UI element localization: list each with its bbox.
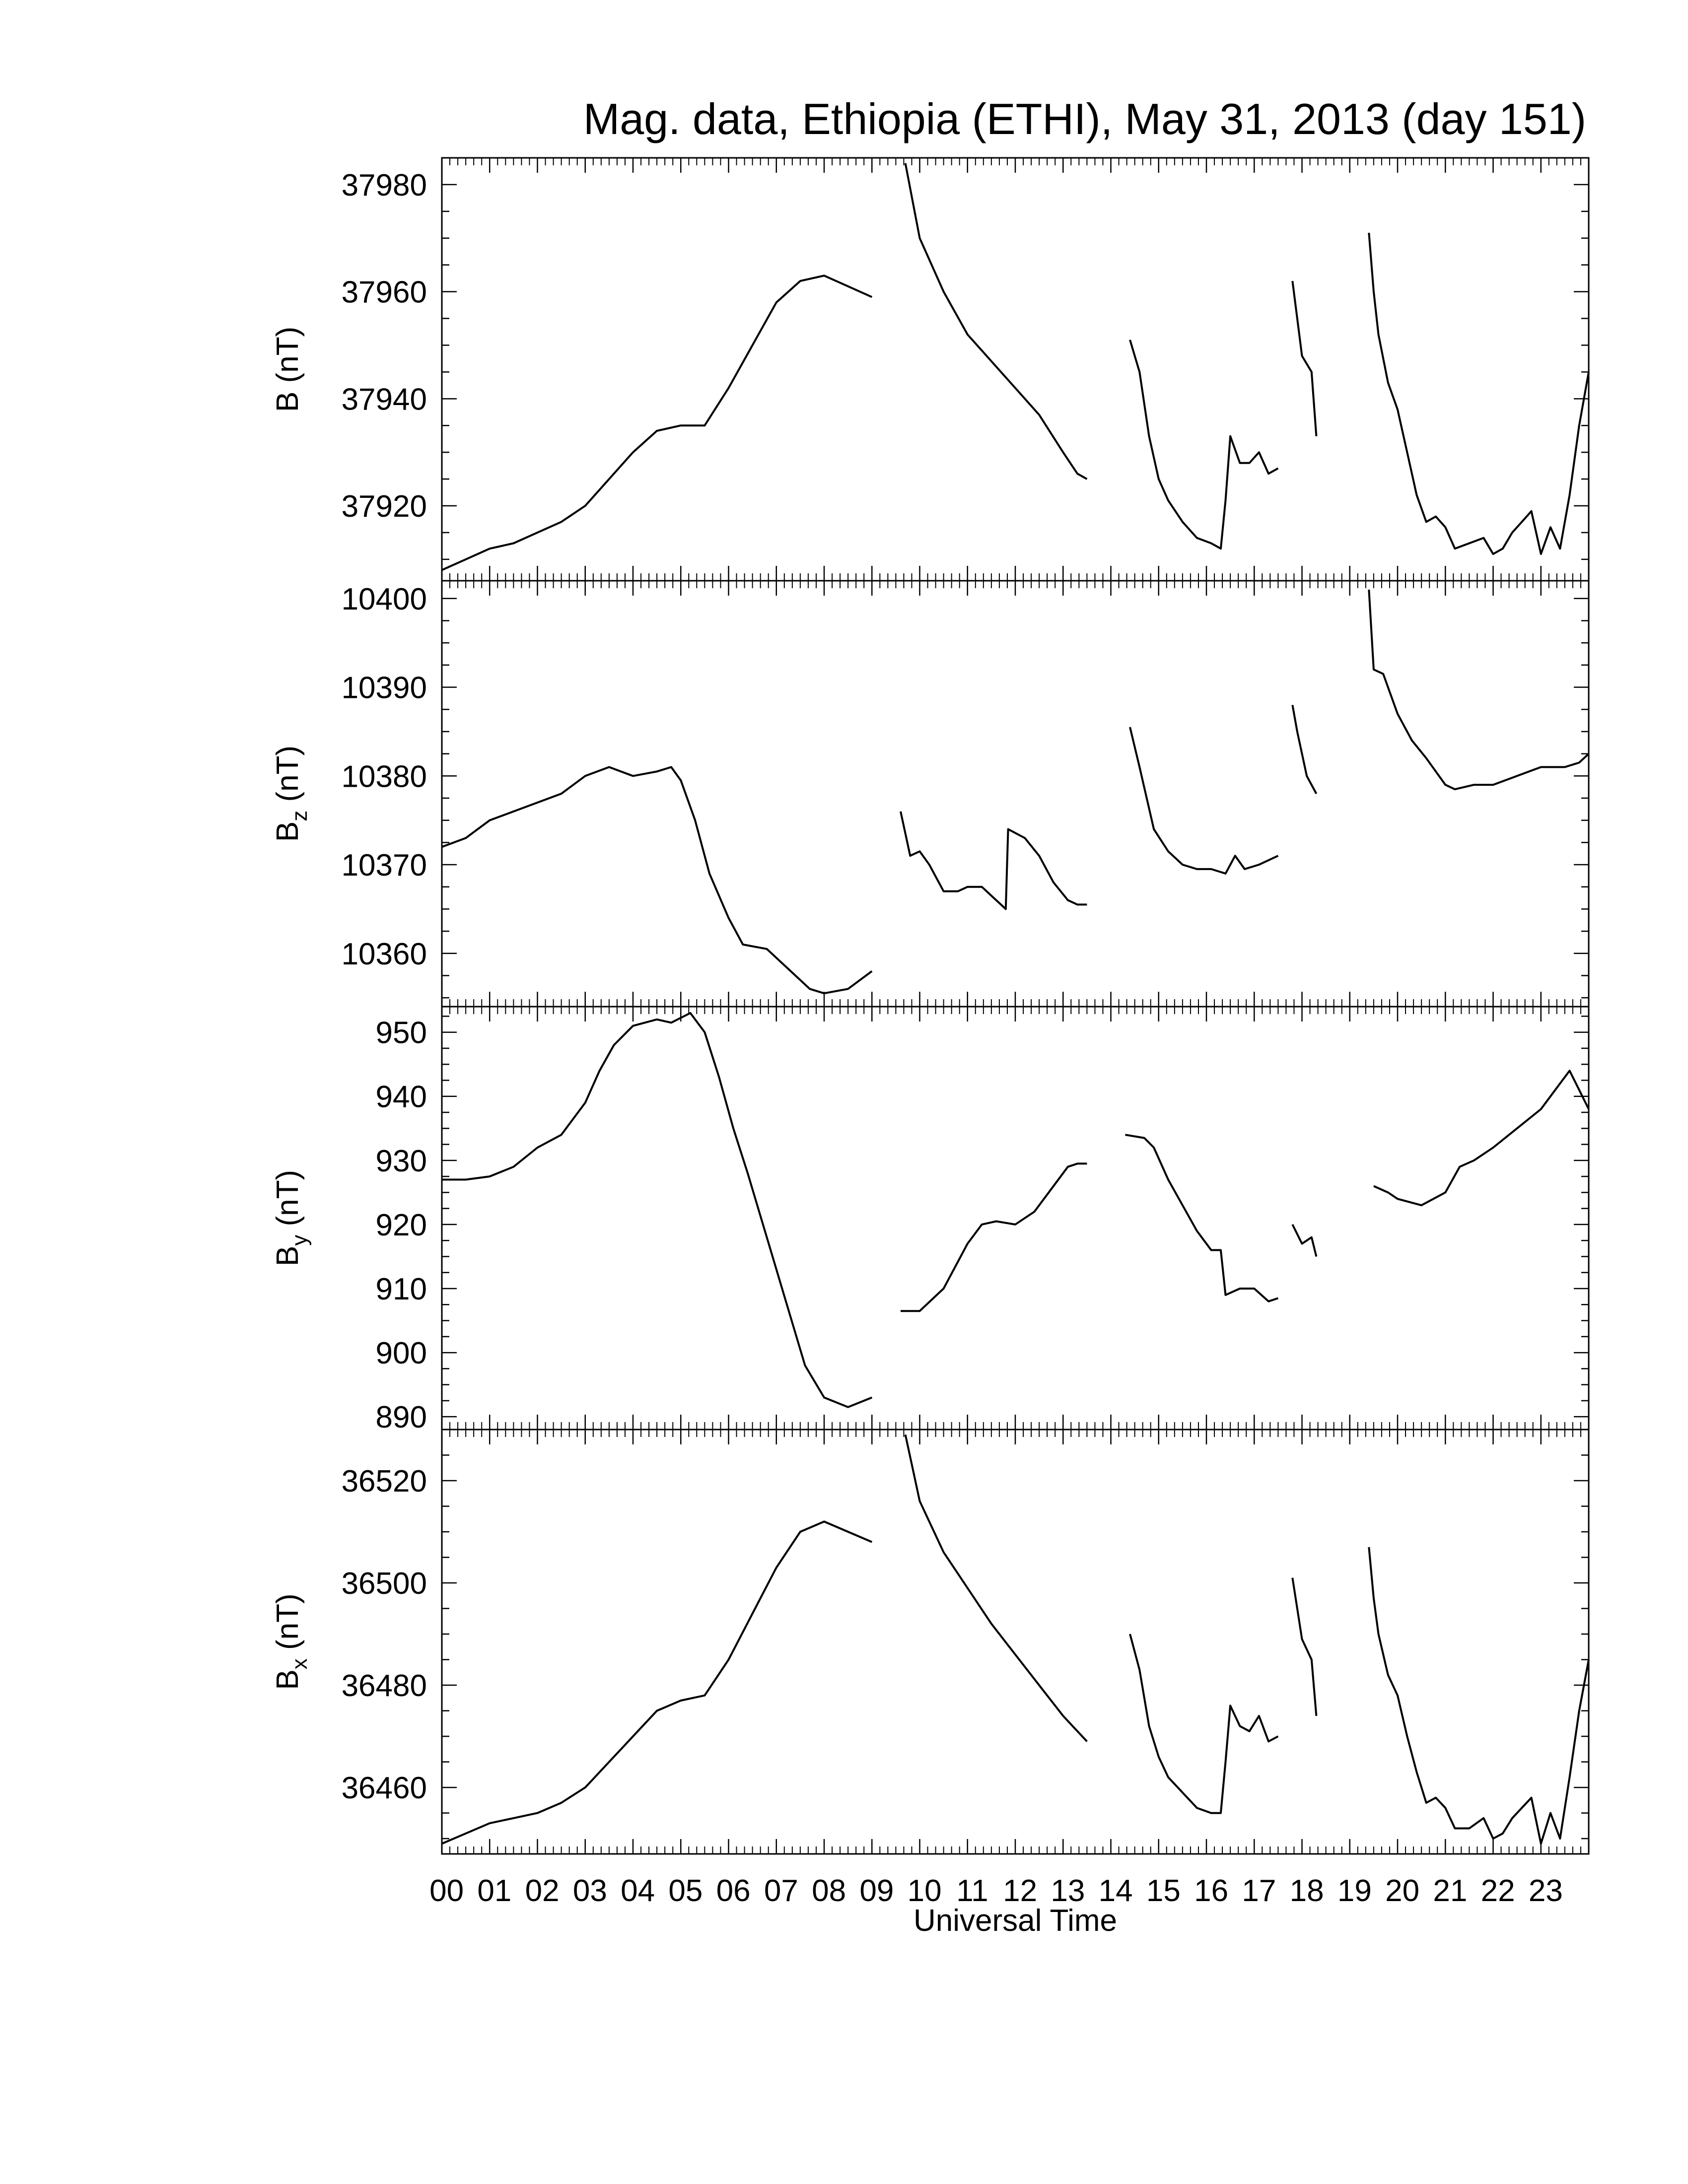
y-tick-label: 36460 (342, 1771, 427, 1805)
y-tick-label: 36480 (342, 1669, 427, 1703)
panel-Bx: 36460 36480 36500 36520 Bx (nT) (271, 1429, 1590, 1855)
y-tick-label: 36500 (342, 1567, 427, 1601)
x-tick-label: 17 (1242, 1874, 1276, 1908)
panel-frame (441, 580, 1590, 1008)
series-line-Bz-seg2 (1129, 727, 1279, 875)
series-line-By-seg1 (901, 1162, 1087, 1312)
series-line-By-seg0 (442, 1012, 873, 1408)
x-tick-label: 20 (1385, 1874, 1419, 1908)
x-tick-label: 21 (1433, 1874, 1467, 1908)
x-tick-label: 18 (1290, 1874, 1324, 1908)
y-tick-label: 10390 (342, 671, 427, 705)
series-line-By-seg4 (1373, 1070, 1590, 1207)
panel-frame (441, 1006, 1590, 1431)
y-tick-label: 10400 (342, 582, 427, 616)
y-tick-label: 10380 (342, 759, 427, 794)
x-tick-label: 23 (1529, 1874, 1563, 1908)
series-line-B-seg2 (1129, 340, 1279, 550)
x-tick-label: 08 (812, 1874, 846, 1908)
series-line-Bx-seg1 (904, 1434, 1088, 1742)
series-line-Bz-seg0 (441, 766, 873, 995)
y-axis-label: By (nT) (271, 1170, 312, 1266)
y-tick-label: 37940 (342, 382, 427, 416)
series-line-B-seg3 (1291, 280, 1318, 436)
series-line-Bx-seg2 (1129, 1634, 1279, 1814)
series-line-Bz-seg1 (900, 811, 1087, 910)
x-tick-label: 02 (525, 1874, 560, 1908)
y-tick-label: 920 (376, 1208, 427, 1242)
series-line-Bx-seg0 (441, 1520, 873, 1845)
x-tick-label: 05 (668, 1874, 703, 1908)
x-tick-label: 12 (1003, 1874, 1037, 1908)
series-line-Bx-seg3 (1291, 1577, 1318, 1716)
panel-frame (441, 1429, 1590, 1855)
y-tick-label: 890 (376, 1400, 427, 1434)
y-tick-label: 910 (376, 1272, 427, 1306)
y-tick-label: 36520 (342, 1464, 427, 1499)
x-tick-label: 03 (573, 1874, 607, 1908)
x-tick-label: 07 (764, 1874, 798, 1908)
chart-title: Mag. data, Ethiopia (ETHI), May 31, 2013… (583, 94, 1586, 143)
series-line-By-seg2 (1125, 1134, 1279, 1302)
x-axis-label: Universal Time (914, 1904, 1117, 1938)
panel-B: 37920 37940 37960 37980 B (nT) (271, 157, 1590, 582)
x-tick-label: 00 (429, 1874, 464, 1908)
y-tick-label: 37980 (342, 168, 427, 203)
x-tick-label: 09 (859, 1874, 894, 1908)
y-axis-label: Bz (nT) (271, 746, 312, 842)
panel-frame (441, 157, 1590, 582)
panel-Bz: 10360 10370 10380 10390 10400 Bz (nT) (271, 580, 1590, 1008)
y-tick-label: 900 (376, 1336, 427, 1370)
y-tick-label: 37960 (342, 275, 427, 310)
x-tick-label: 06 (716, 1874, 751, 1908)
y-tick-label: 930 (376, 1144, 427, 1178)
y-tick-label: 940 (376, 1080, 427, 1114)
x-tick-label: 10 (908, 1874, 942, 1908)
x-tick-label: 01 (477, 1874, 511, 1908)
x-tick-label: 22 (1481, 1874, 1515, 1908)
y-tick-label: 950 (376, 1016, 427, 1050)
series-line-B-seg4 (1368, 232, 1590, 555)
y-axis-label: B (nT) (271, 327, 305, 412)
panel-By: 890 900 910 920 930 940 950 By (nT) (271, 1006, 1590, 1434)
x-tick-label: 16 (1194, 1874, 1228, 1908)
x-tick-label: 04 (621, 1874, 655, 1908)
x-tick-label: 13 (1051, 1874, 1085, 1908)
series-line-Bz-seg4 (1368, 589, 1590, 791)
x-tick-label: 14 (1099, 1874, 1133, 1908)
y-axis-label: Bx (nT) (271, 1593, 312, 1690)
series-line-B-seg0 (441, 274, 873, 571)
y-tick-label: 10360 (342, 937, 427, 971)
x-tick-label: 15 (1146, 1874, 1181, 1908)
y-tick-label: 10370 (342, 848, 427, 883)
y-tick-label: 37920 (342, 489, 427, 524)
series-line-By-seg3 (1291, 1224, 1318, 1257)
x-tick-label: 19 (1337, 1874, 1372, 1908)
chart-panels: 37920 37940 37960 37980 B (nT) 10360 10370 1038… (271, 157, 1590, 1908)
series-line-Bz-seg3 (1291, 704, 1318, 794)
x-tick-label: 11 (956, 1874, 988, 1908)
series-line-Bx-seg4 (1368, 1547, 1590, 1845)
series-line-B-seg1 (904, 163, 1088, 480)
